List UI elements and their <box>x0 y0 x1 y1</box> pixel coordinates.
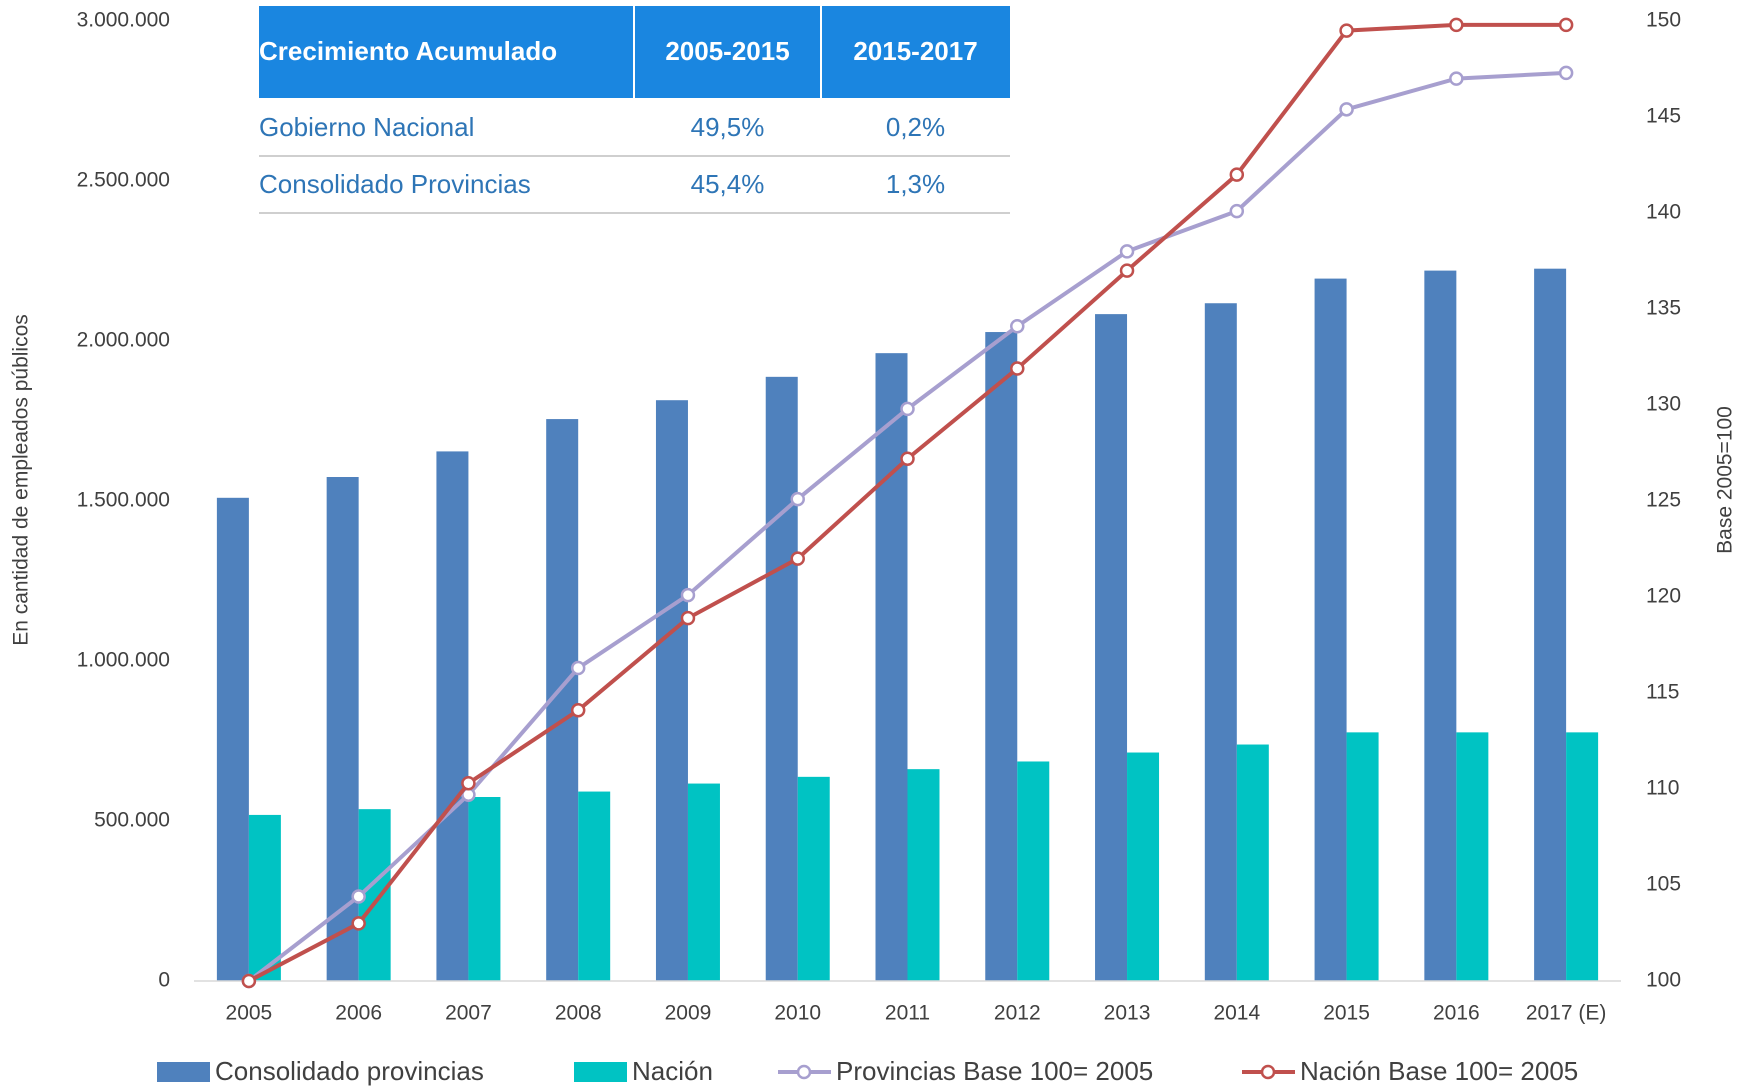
table-header-cell: 2015-2017 <box>853 36 977 66</box>
bar <box>1204 303 1237 981</box>
legend-label: Nación Base 100= 2005 <box>1300 1056 1578 1086</box>
x-tick-label: 2010 <box>774 1002 821 1025</box>
bar <box>1127 752 1160 981</box>
marker <box>461 775 476 791</box>
marker <box>1558 65 1574 81</box>
marker <box>1229 203 1245 219</box>
marker <box>1558 17 1574 33</box>
x-tick-label: 2005 <box>226 1002 273 1025</box>
y-tick-label: 2.500.000 <box>77 169 170 192</box>
x-tick-label: 2015 <box>1323 1002 1370 1025</box>
x-tick-label: 2017 (E) <box>1526 1002 1607 1025</box>
bar <box>578 791 611 981</box>
marker <box>900 451 915 467</box>
bar <box>875 353 908 981</box>
table-cell: 49,5% <box>691 112 765 142</box>
y2-tick-label: 115 <box>1646 681 1679 704</box>
bar <box>216 497 249 981</box>
marker <box>1339 102 1354 117</box>
x-tick-label: 2009 <box>665 1002 712 1025</box>
x-tick-label: 2011 <box>885 1002 930 1025</box>
marker <box>241 973 257 989</box>
x-tick-label: 2014 <box>1213 1002 1260 1025</box>
marker <box>1119 263 1135 278</box>
legend-swatch <box>574 1062 627 1082</box>
legend-label: Nación <box>632 1056 713 1086</box>
marker <box>680 610 696 626</box>
bar <box>1236 744 1269 981</box>
marker <box>1010 319 1025 334</box>
bar <box>1534 268 1567 981</box>
marker <box>1449 17 1464 33</box>
marker <box>570 660 586 676</box>
marker <box>790 491 805 507</box>
marker <box>680 587 696 603</box>
bar <box>1424 270 1457 982</box>
bar <box>468 797 501 981</box>
table-cell: Consolidado Provincias <box>259 169 531 199</box>
y2-tick-label: 110 <box>1646 777 1679 800</box>
y2-tick-label: 140 <box>1646 201 1681 224</box>
y2-tick-label: 150 <box>1646 9 1681 32</box>
marker <box>351 916 366 931</box>
bar <box>655 400 688 981</box>
table-cell: 0,2% <box>886 112 945 142</box>
bar <box>687 783 720 981</box>
marker <box>351 889 366 904</box>
y2-tick-label: 135 <box>1646 297 1681 320</box>
legend-label: Provincias Base 100= 2005 <box>836 1056 1153 1086</box>
marker <box>1229 167 1245 182</box>
bar <box>326 477 359 981</box>
bar <box>985 332 1018 981</box>
y2-tick-label: 145 <box>1646 105 1681 128</box>
marker <box>1010 361 1025 376</box>
y-tick-label: 1.500.000 <box>77 489 170 512</box>
table-cell: 1,3% <box>886 169 945 199</box>
bar <box>1314 278 1347 982</box>
x-tick-label: 2013 <box>1104 1002 1151 1025</box>
bar <box>797 776 830 981</box>
legend-swatch <box>1260 1064 1276 1080</box>
y2-tick-label: 130 <box>1646 393 1681 416</box>
y2-tick-label: 105 <box>1646 873 1681 896</box>
table-cell: 45,4% <box>691 169 765 199</box>
y2-tick-label: 120 <box>1646 585 1681 608</box>
legend-label: Consolidado provincias <box>215 1056 484 1086</box>
y-tick-label: 0 <box>158 969 170 992</box>
bar <box>1566 732 1599 981</box>
y-tick-label: 2.000.000 <box>77 329 170 352</box>
legend-swatch <box>157 1062 210 1082</box>
y-tick-label: 3.000.000 <box>77 9 170 32</box>
y-axis-title: En cantidad de empleados públicos <box>10 314 33 646</box>
bar <box>248 814 281 981</box>
marker <box>790 551 805 566</box>
x-tick-label: 2006 <box>335 1002 382 1025</box>
bar <box>1456 732 1489 981</box>
x-tick-label: 2007 <box>445 1002 492 1025</box>
marker <box>570 703 586 718</box>
bar <box>1095 314 1128 981</box>
y-tick-label: 500.000 <box>94 809 170 832</box>
marker <box>1449 71 1464 86</box>
table-cell: Gobierno Nacional <box>259 112 474 142</box>
y2-tick-label: 125 <box>1646 489 1681 512</box>
bar <box>436 451 469 981</box>
marker <box>1339 23 1354 38</box>
bar <box>1346 732 1379 981</box>
bar <box>1017 761 1050 981</box>
marker <box>900 401 915 417</box>
bar <box>907 769 940 981</box>
table-header-cell: Crecimiento Acumulado <box>259 36 557 66</box>
y-tick-label: 1.000.000 <box>77 649 170 672</box>
legend-swatch <box>796 1064 812 1080</box>
marker <box>1119 244 1135 259</box>
y2-tick-label: 100 <box>1646 969 1681 992</box>
table-header-cell: 2005-2015 <box>665 36 789 66</box>
x-tick-label: 2016 <box>1433 1002 1480 1025</box>
x-tick-label: 2008 <box>555 1002 602 1025</box>
y2-axis-title: Base 2005=100 <box>1714 406 1737 554</box>
bar <box>765 376 798 982</box>
x-tick-label: 2012 <box>994 1002 1041 1025</box>
